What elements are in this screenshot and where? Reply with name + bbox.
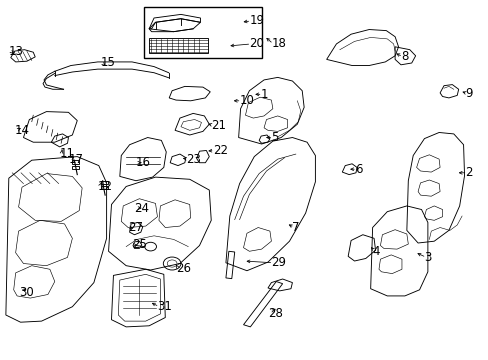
- Text: 8: 8: [400, 50, 407, 63]
- Text: 3: 3: [424, 251, 431, 264]
- Text: 16: 16: [136, 156, 151, 169]
- Text: 22: 22: [212, 144, 227, 157]
- Text: 30: 30: [20, 286, 34, 299]
- Text: 31: 31: [157, 300, 172, 313]
- Text: 9: 9: [465, 87, 472, 100]
- Text: 11: 11: [60, 147, 75, 159]
- Bar: [144, 7, 261, 58]
- Text: 4: 4: [372, 245, 379, 258]
- Text: 6: 6: [354, 163, 362, 176]
- Text: 20: 20: [249, 37, 264, 50]
- Text: 10: 10: [239, 94, 254, 107]
- Text: 19: 19: [249, 14, 264, 27]
- Text: 2: 2: [465, 166, 472, 179]
- Text: 1: 1: [260, 88, 267, 101]
- Text: 27: 27: [128, 221, 143, 234]
- Polygon shape: [149, 38, 207, 53]
- Text: 12: 12: [98, 180, 113, 193]
- Text: 5: 5: [271, 131, 278, 144]
- Text: 26: 26: [176, 262, 191, 275]
- Text: 28: 28: [267, 307, 282, 320]
- Text: 24: 24: [134, 202, 149, 215]
- Text: 25: 25: [132, 238, 146, 251]
- Text: 23: 23: [185, 153, 200, 166]
- Text: 14: 14: [15, 124, 30, 137]
- Text: 15: 15: [100, 57, 115, 69]
- Text: 21: 21: [211, 119, 226, 132]
- Text: 29: 29: [271, 256, 286, 269]
- Text: 13: 13: [9, 45, 23, 58]
- Text: 17: 17: [68, 153, 83, 166]
- Text: 18: 18: [271, 37, 285, 50]
- Text: 7: 7: [292, 221, 299, 234]
